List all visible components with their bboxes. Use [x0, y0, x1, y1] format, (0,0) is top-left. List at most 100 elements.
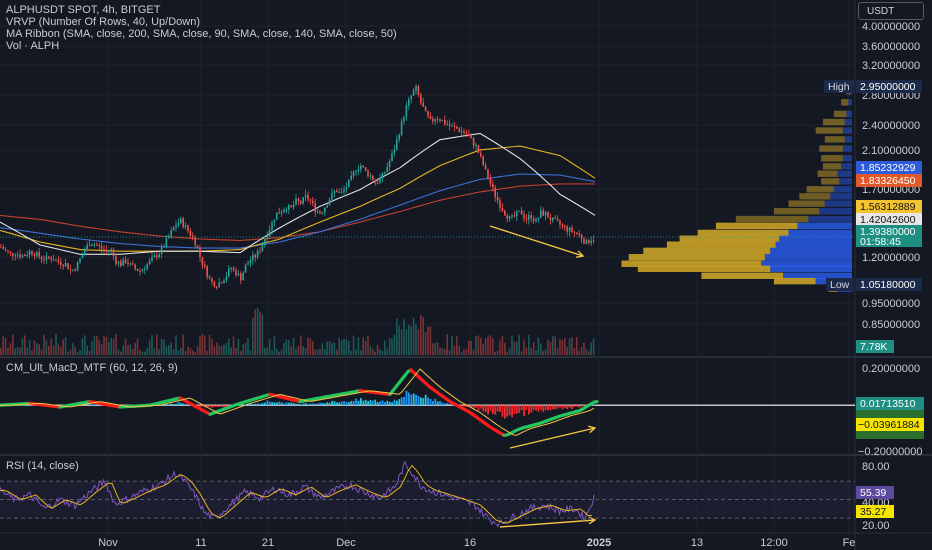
- candle: [168, 236, 170, 239]
- volume-bar: [249, 350, 252, 355]
- macd-divergence-arrow-head: [588, 425, 597, 434]
- macd-hist-bar: [427, 397, 429, 406]
- vp-up-row: [775, 241, 852, 248]
- volume-bar: [242, 343, 244, 355]
- legend-vrvp[interactable]: VRVP (Number Of Rows, 40, Up/Down): [6, 16, 200, 28]
- volume-bar: [588, 350, 590, 355]
- candle: [511, 215, 513, 217]
- vp-down-row: [697, 229, 789, 237]
- volume-bar: [405, 329, 408, 355]
- legend-macd-label: CM_Ult_MacD_MTF (60, 12, 26, 9): [6, 362, 178, 374]
- volume-bar: [544, 349, 547, 355]
- candle: [448, 124, 451, 126]
- candle: [288, 205, 290, 210]
- volume-bar: [264, 347, 266, 355]
- macd-hist-bar: [434, 398, 437, 406]
- legend-rsi[interactable]: RSI (14, close): [6, 460, 79, 472]
- price-tick: 3.60000000: [862, 41, 920, 53]
- vp-down-row: [715, 222, 798, 230]
- legend-macd[interactable]: CM_Ult_MacD_MTF (60, 12, 26, 9): [6, 362, 178, 374]
- volume-bar: [532, 342, 535, 355]
- vp-up-row: [783, 272, 852, 279]
- legend-ma-ribbon[interactable]: MA Ribbon (SMA, close, 200, SMA, close, …: [6, 28, 397, 40]
- low-value: 1.05180000: [860, 279, 916, 291]
- macd-hist-bar: [170, 403, 173, 406]
- volume-bar: [396, 318, 398, 355]
- vp-down-row: [643, 247, 771, 255]
- volume-bar: [369, 345, 372, 355]
- volume-bar: [45, 340, 48, 355]
- time-tick: 2025: [587, 537, 611, 549]
- time-axis[interactable]: Nov 11 21 Dec 16 2025 13 12:00 Fe: [98, 537, 855, 549]
- volume-bar: [0, 347, 2, 355]
- candle: [180, 218, 182, 223]
- macd-hist-bar: [578, 405, 581, 408]
- candle: [427, 110, 429, 116]
- volume-bar: [19, 347, 21, 355]
- volume-bar: [453, 345, 456, 355]
- volume-bar: [43, 334, 45, 355]
- candle: [67, 263, 69, 270]
- vp-up-row: [842, 155, 852, 162]
- candle: [496, 196, 499, 201]
- volume-bar: [314, 349, 316, 355]
- volume-bar: [336, 349, 338, 355]
- volume-bar: [290, 346, 292, 355]
- candle: [36, 252, 38, 257]
- volume-bar: [201, 334, 204, 355]
- candle: [271, 222, 273, 231]
- macd-hist-bar: [496, 405, 499, 412]
- volume-bar: [412, 317, 415, 355]
- price-axis[interactable]: 4.00000000 3.60000000 3.20000000 2.80000…: [862, 21, 920, 331]
- volume-bar: [67, 351, 69, 355]
- vp-up-row: [842, 145, 852, 152]
- macd-hist-bar: [331, 400, 333, 406]
- macd-hist-bar: [568, 405, 571, 408]
- volume-bar: [434, 343, 436, 355]
- volume-bar: [429, 326, 432, 355]
- macd-hist-bar: [518, 405, 521, 413]
- candle: [228, 268, 230, 277]
- macd-hist-bar: [379, 401, 381, 406]
- currency-button[interactable]: USDT: [858, 2, 924, 20]
- volume-bar: [256, 307, 259, 355]
- volume-bar: [240, 350, 242, 355]
- candle: [523, 214, 525, 219]
- volume-bar: [84, 335, 86, 355]
- legend-volume[interactable]: Vol · ALPH: [6, 40, 60, 52]
- macd-hist-bar: [564, 405, 566, 408]
- macd-hist-bar: [288, 402, 290, 406]
- candle: [259, 250, 261, 252]
- volume-bar: [31, 350, 33, 355]
- vp-up-row: [846, 110, 852, 118]
- candle: [307, 194, 309, 200]
- macd-hist-bar: [528, 405, 530, 415]
- candle: [516, 211, 518, 217]
- candle: [506, 215, 508, 219]
- price-divergence-arrow-head: [575, 250, 585, 258]
- high-value: 2.95000000: [860, 81, 916, 93]
- vp-up-row: [764, 254, 852, 261]
- symbol-title[interactable]: ALPHUSDT SPOT, 4h, BITGET: [6, 4, 161, 16]
- candle: [141, 269, 144, 271]
- macd-hist-bar: [540, 405, 542, 410]
- candle: [230, 268, 232, 270]
- macd-hist-bar: [336, 402, 338, 406]
- ma-value-a: 1.85232929: [860, 162, 916, 174]
- macd-hist-bar: [172, 404, 175, 406]
- macd-hist-bar: [196, 405, 199, 407]
- candle: [136, 268, 139, 271]
- candle: [300, 201, 302, 204]
- candle: [187, 225, 189, 231]
- macd-hist-bar: [309, 403, 312, 406]
- macd-hist-bar: [424, 394, 427, 406]
- ma-tag-b: [856, 174, 922, 187]
- macd-hist-bar: [556, 405, 559, 409]
- candle: [170, 230, 172, 237]
- volume-bar: [122, 344, 124, 355]
- volume-bar: [403, 319, 405, 355]
- candle: [108, 250, 110, 252]
- candle: [72, 269, 74, 271]
- macd-hist-bar: [266, 400, 269, 406]
